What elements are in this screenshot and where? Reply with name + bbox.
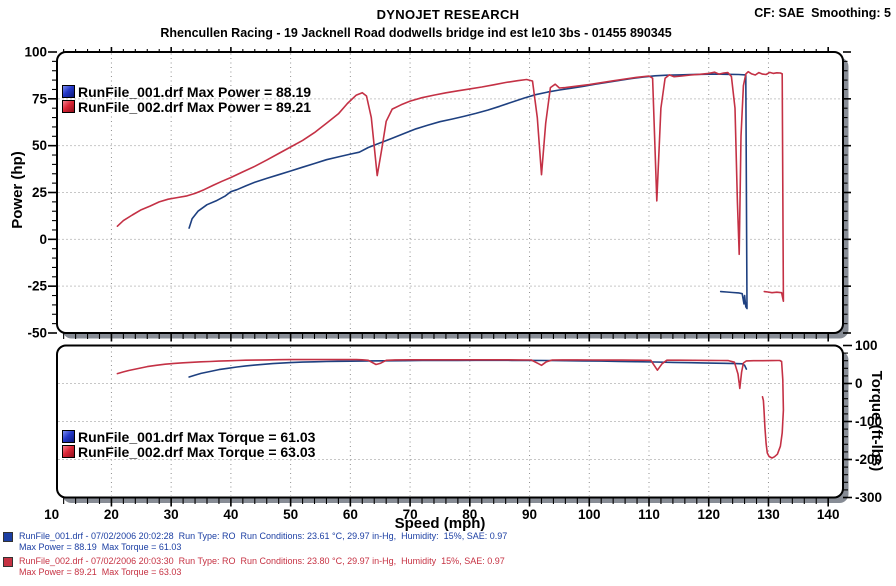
run2-swatch-icon (3, 557, 13, 567)
shop-address-subtitle: Rhencullen Racing - 19 Jacknell Road dod… (160, 26, 672, 40)
speed-tick-label: 20 (104, 507, 119, 522)
run2-swatch-icon (62, 445, 75, 458)
power-tick-label: 50 (32, 138, 47, 153)
torque-tick-label: 0 (855, 376, 863, 391)
run1-conditions-line: RunFile_001.drf - 07/02/2006 20:02:28 Ru… (19, 531, 508, 541)
power-legend-run2-label: RunFile_002.drf Max Power = 89.21 (78, 98, 312, 115)
page-title: DYNOJET RESEARCH (376, 7, 520, 22)
torque-legend: RunFile_001.drf Max Torque = 61.03 RunFi… (62, 428, 316, 460)
speed-tick-label: 90 (522, 507, 537, 522)
torque-legend-run1-label: RunFile_001.drf Max Torque = 61.03 (78, 428, 316, 445)
torque-legend-run1: RunFile_001.drf Max Torque = 61.03 (62, 428, 316, 445)
footer-run2-info: RunFile_002.drf - 07/02/2006 20:03:30 Ru… (3, 556, 505, 577)
footer-run1-info: RunFile_001.drf - 07/02/2006 20:02:28 Ru… (3, 531, 507, 552)
speed-tick-label: 70 (403, 507, 418, 522)
torque-tick-label: -100 (855, 414, 882, 429)
power-tick-label: -25 (27, 279, 47, 294)
power-tick-label: 25 (32, 185, 48, 200)
cf-smoothing-label: CF: SAE Smoothing: 5 (754, 6, 891, 20)
speed-tick-label: 100 (578, 507, 601, 522)
speed-tick-label: 140 (817, 507, 840, 522)
speed-tick-label: 130 (757, 507, 780, 522)
run2-swatch-icon (62, 100, 75, 113)
speed-tick-label: 10 (44, 507, 59, 522)
speed-tick-label: 120 (697, 507, 720, 522)
run1-max-line: Max Power = 88.19 Max Torque = 61.03 (19, 541, 182, 552)
speed-axis-title: Speed (mph) (394, 515, 486, 532)
run2-conditions-line: RunFile_002.drf - 07/02/2006 20:03:30 Ru… (19, 556, 505, 566)
run1-swatch-icon (62, 85, 75, 98)
speed-tick-label: 60 (343, 507, 358, 522)
power-tick-label: 0 (39, 232, 47, 247)
torque-tick-label: -300 (855, 490, 882, 505)
power-tick-label: 100 (24, 45, 47, 60)
torque-tick-label: -200 (855, 452, 882, 467)
torque-tick-label: 100 (855, 338, 878, 353)
power-tick-label: 75 (32, 91, 48, 106)
power-curve-run2 (116, 70, 785, 303)
power-tick-label: -50 (27, 326, 47, 341)
speed-tick-label: 80 (462, 507, 477, 522)
power-legend-run2: RunFile_002.drf Max Power = 89.21 (62, 98, 312, 115)
torque-legend-run2-label: RunFile_002.drf Max Torque = 63.03 (78, 443, 316, 460)
run1-swatch-icon (62, 430, 75, 443)
power-legend-run1: RunFile_001.drf Max Power = 88.19 (62, 83, 312, 100)
speed-tick-label: 40 (223, 507, 238, 522)
torque-legend-run2: RunFile_002.drf Max Torque = 63.03 (62, 443, 316, 460)
speed-tick-label: 50 (283, 507, 298, 522)
power-legend: RunFile_001.drf Max Power = 88.19 RunFil… (62, 83, 312, 115)
run2-max-line: Max Power = 89.21 Max Torque = 63.03 (19, 566, 182, 577)
torque-curve-run2 (116, 358, 785, 459)
speed-tick-label: 110 (638, 507, 660, 522)
power-curve-run1 (188, 73, 748, 310)
power-legend-run1-label: RunFile_001.drf Max Power = 88.19 (78, 83, 312, 100)
speed-tick-label: 30 (164, 507, 179, 522)
run1-swatch-icon (3, 532, 13, 542)
